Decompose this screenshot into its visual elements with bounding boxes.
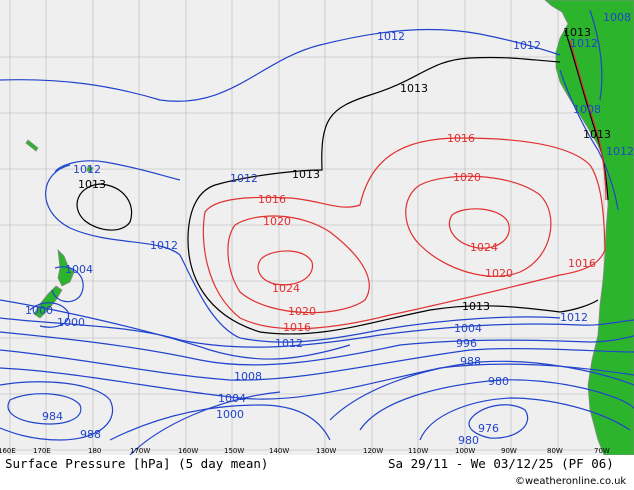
site-credit: ©weatheronline.co.uk bbox=[515, 476, 627, 487]
isobar-label: 988 bbox=[80, 428, 101, 441]
isobar-1004-south bbox=[0, 317, 634, 348]
longitude-tick-label: 90W bbox=[501, 447, 517, 455]
isobar-1024-west bbox=[257, 250, 313, 286]
longitude-tick-label: 160E bbox=[0, 447, 16, 455]
isobar-1012-west-ring bbox=[45, 164, 561, 343]
isobar-label: 984 bbox=[42, 410, 63, 423]
longitude-tick-label: 140W bbox=[269, 447, 289, 455]
new-zealand-south-island bbox=[33, 285, 63, 319]
isobar-label: 988 bbox=[460, 355, 481, 368]
isobar-label: 1004 bbox=[65, 263, 93, 276]
isobar-label: 1013 bbox=[78, 178, 106, 191]
isobar-984-east-ring bbox=[359, 379, 634, 431]
isobar-1000-nz bbox=[29, 302, 70, 328]
isobar-1020-west bbox=[227, 215, 370, 314]
isobar-label: 1008 bbox=[603, 11, 631, 24]
isobar-1013-main bbox=[187, 56, 599, 335]
longitude-tick-label: 120W bbox=[363, 447, 383, 455]
isobar-1008-chile bbox=[589, 9, 603, 101]
longitude-tick-label: 110W bbox=[408, 447, 428, 455]
isobar-1016-ring bbox=[202, 137, 606, 330]
isobar-1004-nz bbox=[51, 266, 84, 303]
isobar-label: 996 bbox=[456, 337, 477, 350]
isobar-1008-south bbox=[0, 299, 351, 360]
isobar-label: 1024 bbox=[272, 282, 300, 295]
longitude-tick-label: 100W bbox=[455, 447, 475, 455]
isobar-label: 1020 bbox=[288, 305, 316, 318]
isobar-1000-lower bbox=[109, 404, 331, 441]
map-footer: Surface Pressure [hPa] (5 day mean) Sa 2… bbox=[0, 455, 634, 490]
isobar-label: 1012 bbox=[275, 337, 303, 350]
isobar-label: 1012 bbox=[377, 30, 405, 43]
isobar-label: 1012 bbox=[570, 37, 598, 50]
longitude-tick-label: 130W bbox=[316, 447, 336, 455]
isobar-label: 1024 bbox=[470, 241, 498, 254]
isobar-992-south bbox=[0, 363, 634, 400]
isobar-label: 1008 bbox=[573, 103, 601, 116]
isobar-996-south bbox=[0, 348, 634, 381]
isobar-label: 1020 bbox=[263, 215, 291, 228]
isobar-label: 980 bbox=[488, 375, 509, 388]
isobar-label: 1012 bbox=[560, 311, 588, 324]
isobar-label: 1013 bbox=[400, 82, 428, 95]
isobar-label: 1020 bbox=[485, 267, 513, 280]
isobar-label: 1016 bbox=[568, 257, 596, 270]
isobar-1013-west-closed bbox=[76, 183, 133, 231]
surface-pressure-map: 1012101210131012100810131008101310161012… bbox=[0, 0, 634, 455]
isobar-label: 1016 bbox=[283, 321, 311, 334]
isobar-label: 1012 bbox=[150, 239, 178, 252]
longitude-tick-label: 180 bbox=[88, 447, 101, 455]
isobar-labels: 1012101210131012100810131008101310161012… bbox=[25, 11, 634, 447]
map-title: Surface Pressure [hPa] (5 day mean) bbox=[5, 456, 269, 471]
isobar-980-east bbox=[419, 397, 631, 441]
isobar-1000-south bbox=[0, 331, 634, 366]
isobar-988-west bbox=[0, 381, 114, 441]
isobar-label: 980 bbox=[458, 434, 479, 447]
isobar-label: 1013 bbox=[583, 128, 611, 141]
isobar-label: 1000 bbox=[216, 408, 244, 421]
isobar-1004-lower bbox=[129, 391, 281, 455]
longitude-tick-label: 70W bbox=[594, 447, 610, 455]
isobar-label: 1013 bbox=[292, 168, 320, 181]
isobar-1020-east bbox=[405, 175, 552, 277]
isobar-988-south bbox=[329, 360, 634, 421]
isobar-1012-west-loop bbox=[54, 160, 181, 181]
isobar-label: 1013 bbox=[462, 300, 490, 313]
longitude-tick-label: 160W bbox=[178, 447, 198, 455]
isobar-label: 1008 bbox=[234, 370, 262, 383]
isobar-label: 1012 bbox=[513, 39, 541, 52]
isobar-1012-north bbox=[0, 28, 561, 102]
longitude-tick-label: 170E bbox=[33, 447, 51, 455]
longitude-tick-labels: 160E 170E 180 170W 160W 150W 140W 130W 120W 110W 1… bbox=[0, 447, 610, 455]
isobar-label: 1012 bbox=[230, 172, 258, 185]
new-zealand-north-island bbox=[57, 248, 75, 287]
isobar-label: 1020 bbox=[453, 171, 481, 184]
longitude-tick-label: 150W bbox=[224, 447, 244, 455]
isobar-label: 1016 bbox=[258, 193, 286, 206]
isobar-label: 1012 bbox=[73, 163, 101, 176]
isobar-label: 976 bbox=[478, 422, 499, 435]
isobar-label: 1000 bbox=[25, 304, 53, 317]
isobar-976-east bbox=[468, 404, 529, 439]
isobar-1016-andes bbox=[569, 39, 607, 201]
longitude-tick-label: 170W bbox=[130, 447, 150, 455]
isobar-1012-chile bbox=[559, 69, 619, 211]
isobar-1013-andes bbox=[564, 29, 609, 201]
isobar-label: 1004 bbox=[454, 322, 482, 335]
new-caledonia-island bbox=[25, 139, 39, 152]
isobar-label: 1013 bbox=[563, 26, 591, 39]
longitude-tick-label: 80W bbox=[547, 447, 563, 455]
isobar-label: 1016 bbox=[447, 132, 475, 145]
isobar-984-west bbox=[7, 393, 82, 425]
forecast-period: Sa 29/11 - We 03/12/25 (PF 06) bbox=[388, 456, 614, 471]
isobar-label: 1000 bbox=[57, 316, 85, 329]
isobar-label: 1004 bbox=[218, 392, 246, 405]
isobar-1024-east bbox=[448, 208, 510, 249]
isobar-label: 1012 bbox=[606, 145, 634, 158]
fiji-island bbox=[86, 165, 94, 173]
